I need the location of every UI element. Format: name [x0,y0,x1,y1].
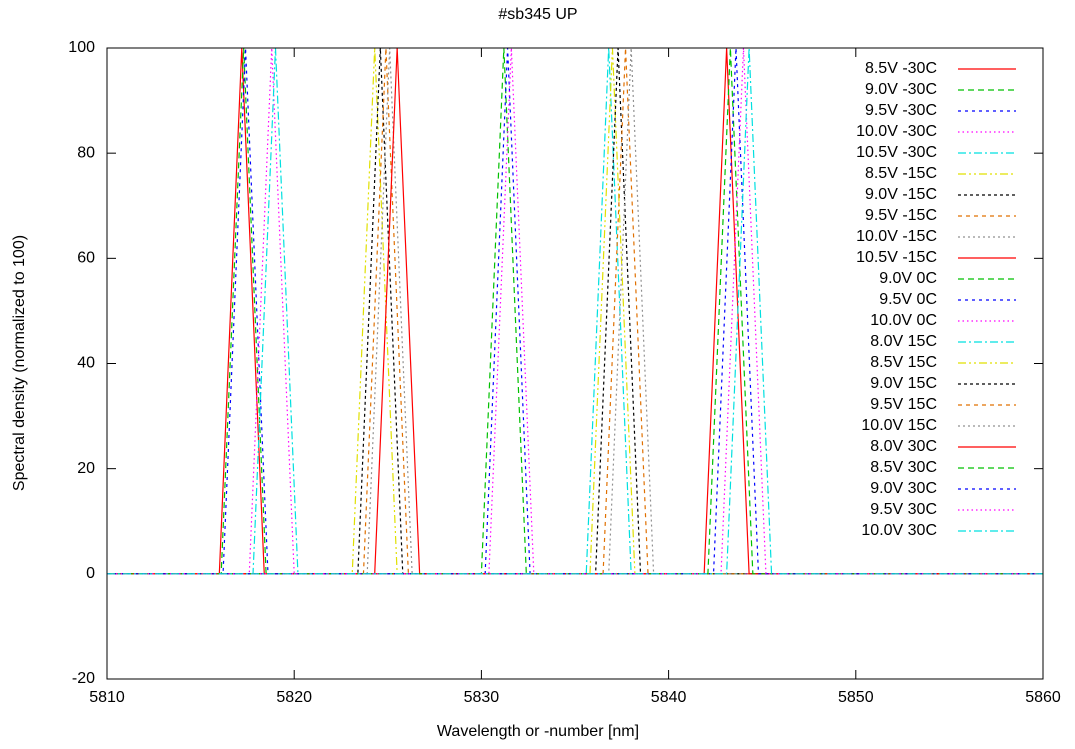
series-line [107,47,1043,575]
y-tick-label: -20 [72,670,95,687]
y-tick-label: 100 [68,39,95,56]
legend-label: 9.5V -30C [865,102,937,119]
legend-label: 8.5V -30C [865,60,937,77]
x-tick-label: 5820 [276,689,312,706]
legend-label: 9.5V 0C [879,291,937,308]
x-axis-label: Wavelength or -number [nm] [437,723,639,740]
y-tick-label: 80 [77,144,95,161]
legend-label: 9.0V -15C [865,186,937,203]
legend-label: 10.0V 15C [861,417,937,434]
legend-label: 10.0V -30C [856,123,937,140]
legend-label: 10.5V -15C [856,249,937,266]
plot-border [106,47,1044,680]
legend-label: 9.0V -30C [865,81,937,98]
x-tick-label: 5830 [464,689,500,706]
legend-label: 8.5V 15C [870,354,937,371]
legend-label: 10.0V 30C [861,522,937,539]
legend-label: 9.5V 15C [870,396,937,413]
legend-label: 8.0V 30C [870,438,937,455]
legend-label: 9.5V 30C [870,501,937,518]
legend-label: 8.5V -15C [865,165,937,182]
x-tick-label: 5810 [89,689,125,706]
legend-label: 10.0V -15C [856,228,937,245]
x-tick-label: 5850 [838,689,874,706]
legend-label: 9.0V 0C [879,270,937,287]
x-tick-label: 5840 [651,689,687,706]
y-tick-label: 40 [77,355,95,372]
series-line [107,47,1043,575]
legend-label: 10.5V -30C [856,144,937,161]
y-tick-label: 20 [77,460,95,477]
y-tick-label: 0 [86,565,95,582]
x-tick-label: 5860 [1025,689,1061,706]
legend-label: 10.0V 0C [870,312,937,329]
series-line [107,47,1043,575]
y-tick-label: 60 [77,250,95,267]
legend-label: 8.5V 30C [870,459,937,476]
legend-label: 8.0V 15C [870,333,937,350]
chart-title: #sb345 UP [498,6,577,23]
legend-label: 9.0V 30C [870,480,937,497]
legend-label: 9.5V -15C [865,207,937,224]
y-axis-label: Spectral density (normalized to 100) [11,235,28,491]
legend-label: 9.0V 15C [870,375,937,392]
